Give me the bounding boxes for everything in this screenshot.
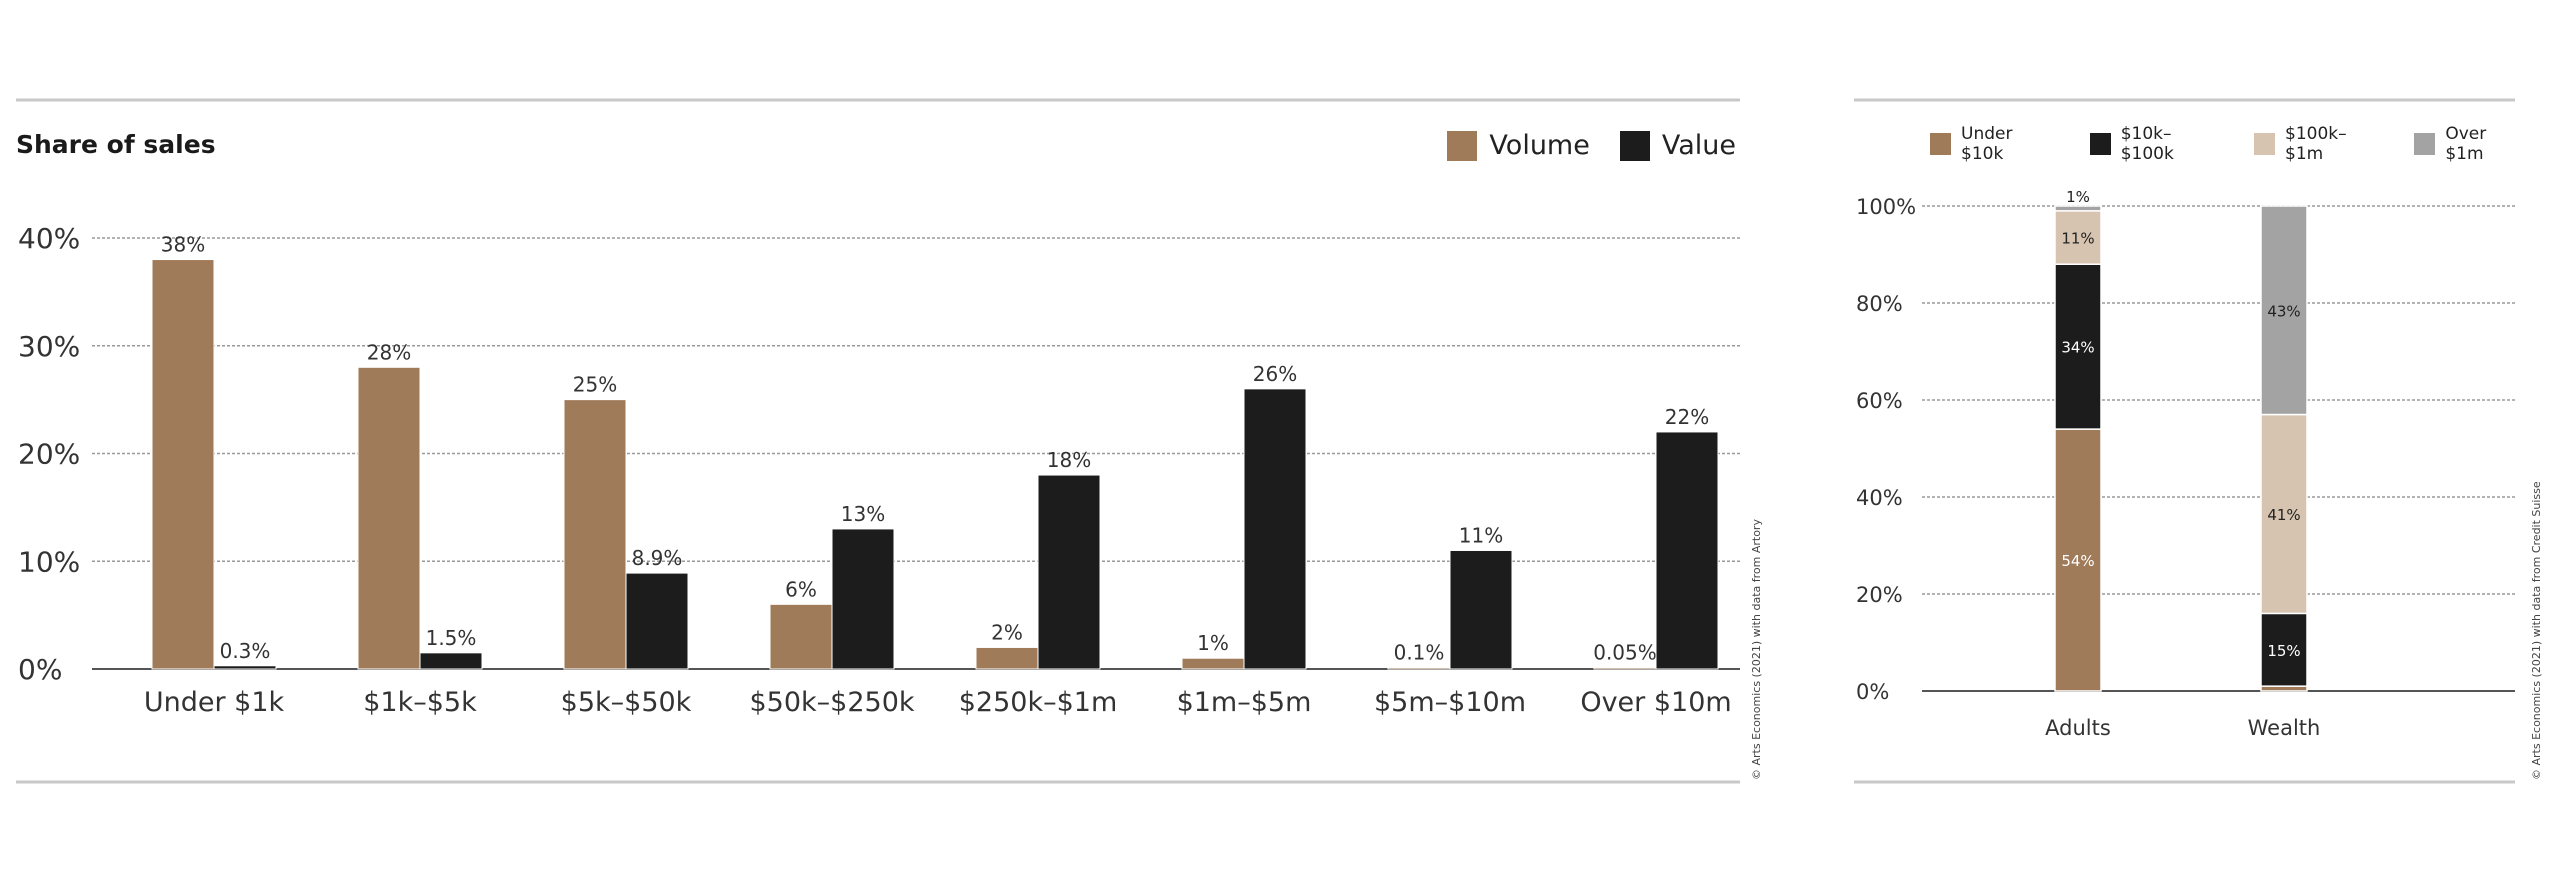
segment-10k-100k-adults [2054, 263, 2102, 430]
data-label: 15% [2267, 642, 2300, 660]
data-label: 25% [573, 373, 617, 397]
bar-volume-250k-1m [975, 646, 1039, 670]
bar-value-5m-10m [1449, 549, 1513, 670]
y-tick-label: 100% [1856, 195, 1916, 219]
data-label: 1.5% [426, 626, 477, 650]
y-tick-label: 20% [1856, 583, 1903, 607]
y-tick-label: 40% [1856, 486, 1903, 510]
legend-swatch [1447, 130, 1478, 161]
y-tick-label: 0% [18, 653, 62, 686]
bar-value-1m-5m [1243, 388, 1307, 670]
data-label: 13% [841, 502, 885, 526]
chart-title: Share of sales [16, 130, 216, 159]
legend-swatch [1619, 130, 1650, 161]
legend-item-100k-1m: $100k–$1m [2253, 124, 2380, 164]
chart-legend: Volume Value [1417, 130, 1736, 161]
y-tick-label: 60% [1856, 389, 1903, 413]
y-tick-label: 0% [1856, 680, 1889, 704]
data-label: 11% [1459, 523, 1503, 547]
x-tick-label: $1k–$5k [363, 687, 477, 718]
data-label: 26% [1253, 362, 1297, 386]
segment-100k-1m-adults [2054, 210, 2102, 265]
legend-item-10k-100k: $10k–$100k [2089, 124, 2220, 164]
legend-swatch [2414, 133, 2436, 155]
legend-swatch [1930, 133, 1952, 155]
y-tick-label: 40% [18, 222, 80, 255]
bar-value-over-10m [1655, 431, 1719, 670]
data-label: 22% [1665, 405, 1709, 429]
data-label: 1% [1197, 631, 1229, 655]
legend-item-over-1m: Over $1m [2414, 124, 2526, 164]
x-tick-label: Over $10m [1580, 687, 1731, 718]
bar-volume-5m-10m [1387, 667, 1451, 670]
bar-value-1k-5k [419, 652, 483, 670]
data-label: 43% [2267, 302, 2300, 320]
legend-swatch [2253, 133, 2275, 155]
bar-volume-1k-5k [357, 366, 421, 670]
data-label: 28% [367, 340, 411, 364]
bar-value-250k-1m [1037, 474, 1101, 670]
data-label: 11% [2061, 230, 2094, 248]
data-label: 1% [2066, 188, 2090, 206]
segment-over-1m-adults [2054, 205, 2102, 212]
wealth-distribution-chart: Under $10k $10k–$100k $100k–$1m Over $1m 0%… [1840, 0, 2560, 888]
share-of-sales-plot: 0% 10% 20% 30% 40% 38% 0.3% Under $1k 28% 1.5% $1k… [16, 98, 1740, 784]
data-label: 8.9% [632, 546, 683, 570]
bar-value-under-1k [213, 665, 277, 670]
share-of-sales-chart: Share of sales Volume Value 0% 10% 20% 30% 40… [16, 98, 1763, 784]
bar-value-50k-250k [831, 528, 895, 670]
bar-volume-5k-50k [563, 399, 627, 670]
source-credit-right: © Arts Economics (2021) with data from C… [2530, 481, 2543, 780]
data-label: 6% [785, 577, 817, 601]
data-label: 54% [2061, 552, 2094, 570]
legend-label: $10k–$100k [2120, 124, 2174, 164]
source-credit: © Arts Economics (2021) with data from A… [1750, 519, 1763, 780]
legend-item-volume: Volume [1447, 130, 1590, 161]
bar-volume-over-10m [1593, 667, 1657, 670]
legend-label: Under $10k [1961, 124, 2013, 164]
y-tick-label: 20% [18, 438, 80, 471]
segment-100k-1m-wealth [2260, 413, 2308, 615]
data-label: 34% [2061, 339, 2094, 357]
legend-item-under-10k: Under $10k [1930, 124, 2056, 164]
data-label: 41% [2267, 506, 2300, 524]
x-tick-label: $5m–$10m [1374, 687, 1526, 718]
x-tick-label: $1m–$5m [1177, 687, 1312, 718]
data-label: 0.05% [1593, 641, 1657, 665]
x-tick-label: Adults [2045, 716, 2111, 740]
data-label: 38% [161, 233, 205, 257]
wealth-distribution-plot: 0%20%40%60%80%100%54%34%11%1%Adults1%15%… [1854, 98, 2515, 784]
bar-volume-1m-5m [1181, 657, 1245, 670]
y-tick-label: 10% [18, 545, 80, 578]
x-tick-label: Under $1k [144, 687, 285, 718]
bar-volume-under-1k [151, 259, 215, 670]
chart-legend-right: Under $10k $10k–$100k $100k–$1m Over $1m [1930, 124, 2560, 164]
segment-over-1m-wealth [2260, 205, 2308, 416]
data-label: 18% [1047, 448, 1091, 472]
x-tick-label: Wealth [2248, 716, 2321, 740]
data-label: 0.3% [220, 639, 271, 663]
legend-swatch [2089, 133, 2111, 155]
bar-value-5k-50k [625, 572, 689, 670]
legend-label: Volume [1489, 130, 1590, 161]
data-label: 2% [991, 620, 1023, 644]
legend-label: Value [1661, 130, 1736, 161]
segment-10k-100k-wealth [2260, 612, 2308, 687]
bar-volume-50k-250k [769, 603, 833, 670]
legend-item-value: Value [1619, 130, 1736, 161]
y-tick-label: 80% [1856, 292, 1903, 316]
x-tick-label: $250k–$1m [959, 687, 1118, 718]
legend-label: Over $1m [2445, 124, 2487, 164]
x-tick-label: $5k–$50k [561, 687, 692, 718]
x-tick-label: $50k–$250k [749, 687, 914, 718]
segment-under-10k-adults [2054, 428, 2102, 692]
y-tick-label: 30% [18, 330, 80, 363]
legend-label: $100k–$1m [2285, 124, 2347, 164]
data-label: 0.1% [1394, 641, 1445, 665]
